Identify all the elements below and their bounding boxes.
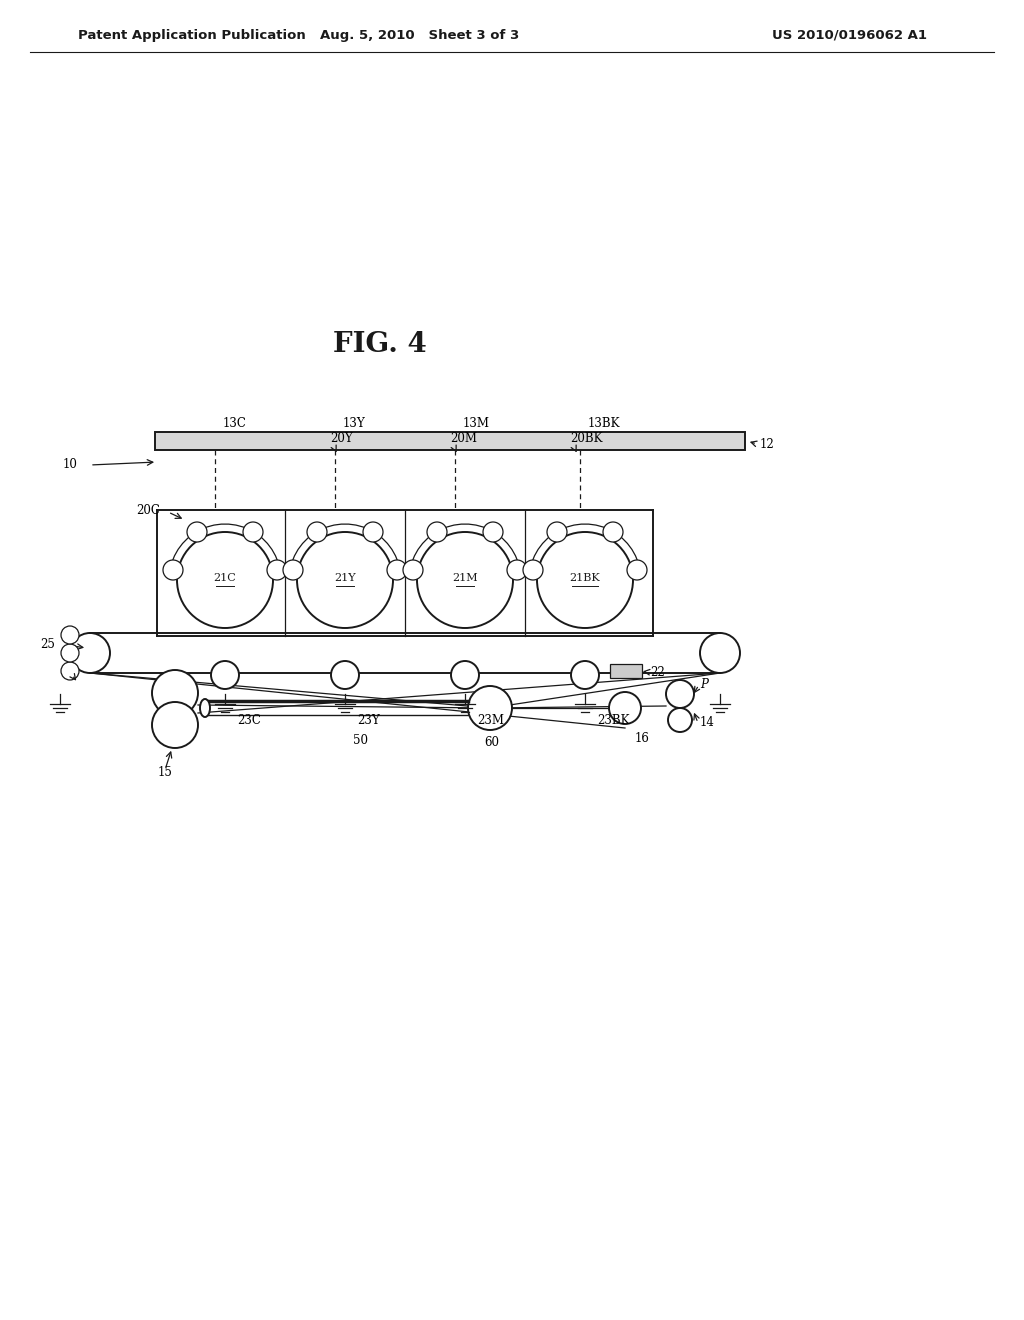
Circle shape bbox=[468, 686, 512, 730]
Circle shape bbox=[668, 708, 692, 733]
Bar bbox=[155, 432, 745, 450]
Text: 60: 60 bbox=[484, 737, 500, 750]
Circle shape bbox=[700, 634, 740, 673]
Circle shape bbox=[267, 560, 287, 579]
Text: 20BK: 20BK bbox=[570, 432, 602, 445]
Circle shape bbox=[609, 692, 641, 723]
Circle shape bbox=[571, 661, 599, 689]
Text: 20M: 20M bbox=[450, 432, 477, 445]
Circle shape bbox=[387, 560, 407, 579]
Text: US 2010/0196062 A1: US 2010/0196062 A1 bbox=[772, 29, 928, 41]
Text: 23C: 23C bbox=[237, 714, 261, 727]
Text: 20C: 20C bbox=[136, 503, 160, 516]
Text: 20Y: 20Y bbox=[330, 432, 352, 445]
Text: 23BK: 23BK bbox=[597, 714, 630, 727]
Circle shape bbox=[523, 560, 543, 579]
Circle shape bbox=[507, 560, 527, 579]
Text: 13M: 13M bbox=[463, 417, 490, 430]
Text: FIG. 4: FIG. 4 bbox=[333, 331, 427, 359]
Text: 15: 15 bbox=[158, 767, 172, 780]
Text: 23Y: 23Y bbox=[357, 714, 380, 727]
Circle shape bbox=[211, 661, 239, 689]
Text: 13Y: 13Y bbox=[343, 417, 366, 430]
Text: 21M: 21M bbox=[453, 573, 478, 583]
Circle shape bbox=[417, 532, 513, 628]
Circle shape bbox=[152, 671, 198, 715]
Text: 12: 12 bbox=[760, 437, 775, 450]
Text: 13C: 13C bbox=[223, 417, 247, 430]
Text: 10: 10 bbox=[63, 458, 78, 471]
Circle shape bbox=[163, 560, 183, 579]
Circle shape bbox=[427, 521, 447, 543]
Circle shape bbox=[537, 532, 633, 628]
Circle shape bbox=[243, 521, 263, 543]
Circle shape bbox=[61, 644, 79, 663]
Text: Patent Application Publication: Patent Application Publication bbox=[78, 29, 306, 41]
Text: 21Y: 21Y bbox=[334, 573, 355, 583]
Circle shape bbox=[603, 521, 623, 543]
Text: 16: 16 bbox=[635, 731, 650, 744]
Circle shape bbox=[362, 521, 383, 543]
Text: 14: 14 bbox=[700, 717, 715, 730]
Ellipse shape bbox=[200, 700, 210, 717]
Circle shape bbox=[483, 521, 503, 543]
Text: 23M: 23M bbox=[477, 714, 504, 727]
Circle shape bbox=[187, 521, 207, 543]
Circle shape bbox=[177, 532, 273, 628]
Circle shape bbox=[451, 661, 479, 689]
Text: Aug. 5, 2010   Sheet 3 of 3: Aug. 5, 2010 Sheet 3 of 3 bbox=[321, 29, 519, 41]
Circle shape bbox=[307, 521, 327, 543]
Text: 25: 25 bbox=[40, 639, 55, 652]
Text: 22: 22 bbox=[650, 667, 665, 680]
Circle shape bbox=[297, 532, 393, 628]
Circle shape bbox=[627, 560, 647, 579]
Text: 21BK: 21BK bbox=[569, 573, 600, 583]
Circle shape bbox=[61, 626, 79, 644]
Bar bbox=[610, 664, 642, 678]
Circle shape bbox=[666, 680, 694, 708]
Circle shape bbox=[403, 560, 423, 579]
Circle shape bbox=[61, 663, 79, 680]
Text: P: P bbox=[700, 678, 708, 692]
Text: 13BK: 13BK bbox=[588, 417, 621, 430]
Text: 21C: 21C bbox=[214, 573, 237, 583]
Text: 50: 50 bbox=[352, 734, 368, 747]
Circle shape bbox=[70, 634, 110, 673]
Circle shape bbox=[283, 560, 303, 579]
Circle shape bbox=[331, 661, 359, 689]
Circle shape bbox=[547, 521, 567, 543]
Circle shape bbox=[152, 702, 198, 748]
